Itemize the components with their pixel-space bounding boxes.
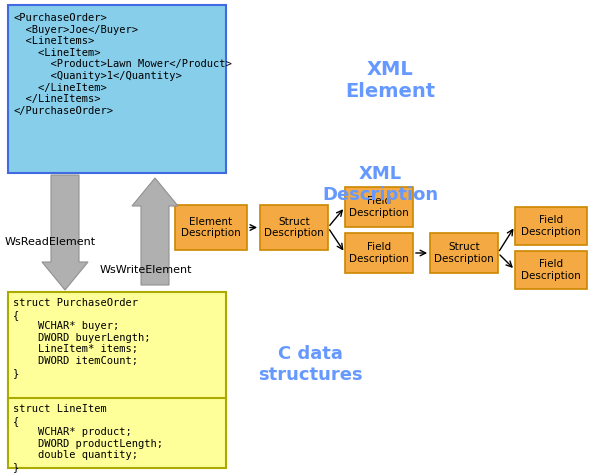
Text: WsReadElement: WsReadElement xyxy=(5,237,96,247)
FancyBboxPatch shape xyxy=(8,5,226,173)
Text: Field
Description: Field Description xyxy=(349,242,409,264)
Text: Struct
Description: Struct Description xyxy=(434,242,494,264)
FancyBboxPatch shape xyxy=(8,398,226,468)
Text: Element
Description: Element Description xyxy=(181,217,241,238)
FancyBboxPatch shape xyxy=(430,233,498,273)
FancyArrow shape xyxy=(132,178,178,285)
FancyArrow shape xyxy=(42,175,88,290)
Text: XML
Element: XML Element xyxy=(345,60,435,101)
Text: Field
Description: Field Description xyxy=(521,259,581,281)
FancyBboxPatch shape xyxy=(8,292,226,427)
Text: C data
structures: C data structures xyxy=(258,345,362,384)
Text: struct PurchaseOrder
{
    WCHAR* buyer;
    DWORD buyerLength;
    LineItem* it: struct PurchaseOrder { WCHAR* buyer; DWO… xyxy=(13,298,151,378)
FancyBboxPatch shape xyxy=(260,205,328,250)
FancyBboxPatch shape xyxy=(345,187,413,227)
Text: <PurchaseOrder>
  <Buyer>Joe</Buyer>
  <LineItems>
    <LineItem>
      <Product: <PurchaseOrder> <Buyer>Joe</Buyer> <Line… xyxy=(13,13,231,116)
Text: Field
Description: Field Description xyxy=(349,196,409,218)
Text: Field
Description: Field Description xyxy=(521,215,581,237)
Text: WsWriteElement: WsWriteElement xyxy=(100,265,193,275)
FancyBboxPatch shape xyxy=(345,233,413,273)
Text: XML
Description: XML Description xyxy=(322,165,438,204)
FancyBboxPatch shape xyxy=(515,251,587,289)
Text: struct LineItem
{
    WCHAR* product;
    DWORD productLength;
    double quanti: struct LineItem { WCHAR* product; DWORD … xyxy=(13,404,163,472)
Text: Struct
Description: Struct Description xyxy=(264,217,324,238)
FancyBboxPatch shape xyxy=(175,205,247,250)
FancyBboxPatch shape xyxy=(515,207,587,245)
